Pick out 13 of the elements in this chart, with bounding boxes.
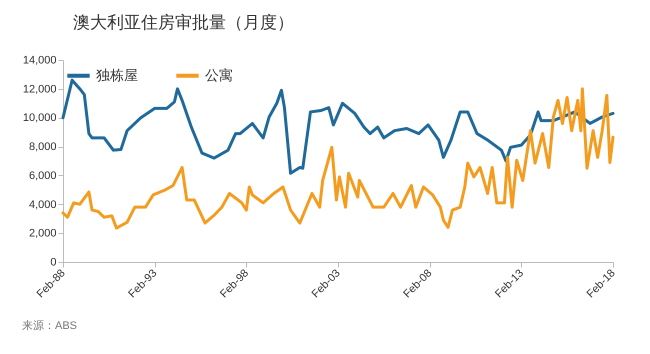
chart-title: 澳大利亚住房审批量（月度） [73,13,294,32]
source-note: 来源：ABS [22,319,78,333]
legend-label: 公寓 [205,66,233,83]
y-tick-label: 14,000 [22,54,56,66]
legend-label: 独栋屋 [96,66,138,83]
y-tick-label: 12,000 [22,83,56,96]
y-tick-label: 2,000 [28,228,56,240]
y-tick-label: 0 [50,256,56,268]
y-tick-label: 6,000 [28,170,56,182]
y-tick-label: 4,000 [28,198,56,211]
y-tick-label: 10,000 [22,112,56,124]
line-series [62,87,614,230]
y-tick-label: 8,000 [28,141,56,154]
